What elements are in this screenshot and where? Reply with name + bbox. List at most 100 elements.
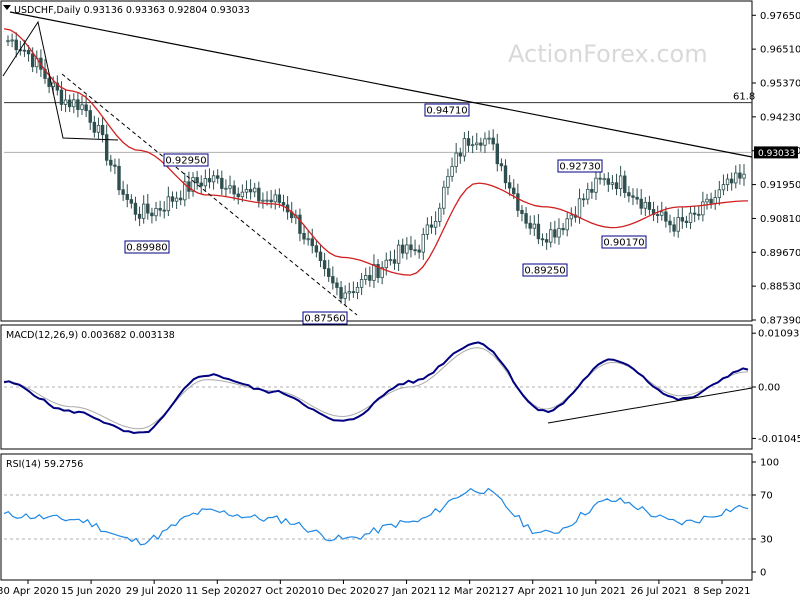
candle-body [224,187,228,190]
candle-body [232,185,236,195]
candle-body [475,142,479,146]
candle-body [466,138,471,146]
candle-body [236,193,240,198]
candle-body [359,279,364,288]
rsi-y-tick-label: 30 [760,535,773,546]
x-tick-label: 27 Apr 2021 [502,586,564,597]
candle-body [339,287,343,299]
price-y-tick-label: 0.91950 [760,180,800,191]
candle-body [26,49,31,55]
annotation-box [601,235,647,249]
candle-body [639,198,643,209]
panel-collapse-icon[interactable] [3,5,11,10]
candle-body [244,188,249,193]
candle-body [647,201,652,210]
candle-body [51,82,55,87]
candle-body [174,197,179,202]
price-y-tick-label: 0.97650 [760,11,800,22]
price-y-tick-label: 0.94230 [760,112,800,123]
candle-body [158,208,162,211]
candle-body [261,199,265,202]
candle-body [376,264,380,279]
annotation-label: 0.92730 [559,162,600,173]
candle-body [606,178,611,185]
candle-body [72,99,76,108]
candle-body [125,193,129,200]
candle-body [442,186,446,209]
candle-body [495,143,499,165]
candle-body [211,175,216,183]
candle-body [150,212,154,217]
candle-body [713,197,717,204]
candle-body [55,82,60,91]
candle-body [697,213,701,216]
candle-body [553,229,557,238]
candle-body [664,211,668,222]
macd-signal-line [3,347,749,430]
trendline-dashed [61,73,358,316]
x-tick-label: 15 Jun 2020 [61,586,121,597]
candle-body [549,229,553,243]
candle-body [483,138,487,146]
candle-body [113,164,117,167]
candle-body [195,177,199,184]
annotation-box [163,153,209,167]
candle-body [331,276,335,284]
candle-body [100,124,105,136]
candle-body [109,159,113,166]
x-tick-label: 10 Dec 2020 [312,586,376,597]
candle-body [627,192,631,197]
candle-body [734,172,738,184]
candle-body [88,110,92,123]
annotation-label: 0.89980 [126,243,167,254]
annotation-box [522,263,568,277]
last-price-box [754,146,798,159]
candle-body [544,239,549,243]
x-tick-label: 12 Mar 2021 [438,586,501,597]
candle-body [166,196,171,212]
annotation-box [557,159,603,173]
candle-body [717,189,722,198]
candle-body [84,104,88,111]
candle-body [215,175,220,179]
candle-body [347,291,351,294]
candle-body [269,199,273,203]
x-tick-label: 29 Jul 2020 [126,586,183,597]
candle-body [199,182,203,187]
candle-body [598,177,602,180]
candle-body [586,188,590,200]
candle-body [388,259,393,262]
price-y-tick-label: 0.90810 [760,214,800,225]
candle-body [6,40,10,43]
candle-body [520,209,524,215]
candle-body [203,178,208,187]
price-y-tick-label: 0.96510 [760,45,800,56]
candle-body [335,282,339,288]
candle-body [454,152,458,167]
candle-body [446,175,450,188]
watermark: ActionForex.com [508,40,708,68]
candle-body [635,196,639,200]
price-layer: 61.8 0.89980 0.92950 0.87560 0.94710 0.89250 0… [2,11,755,325]
candle-body [170,196,175,202]
candle-body [742,173,746,179]
annotation-box [302,311,348,325]
macd-y-tick-label: 0.00 [758,383,780,394]
x-tick-label: 27 Oct 2020 [249,586,311,597]
rsi-panel-frame [0,453,753,581]
candle-body [63,99,68,105]
candle-body [565,218,569,231]
candle-body [322,260,327,270]
candle-body [643,201,648,209]
candle-body [314,245,319,253]
candle-body [240,191,245,198]
x-tick-label: 8 Sep 2021 [693,586,750,597]
moving-average-line [3,28,749,276]
macd-line [3,341,749,435]
candle-body [532,223,537,229]
candle-body [705,198,709,203]
candle-body [133,202,138,215]
candle-body [220,177,224,189]
candle-body [725,178,730,185]
